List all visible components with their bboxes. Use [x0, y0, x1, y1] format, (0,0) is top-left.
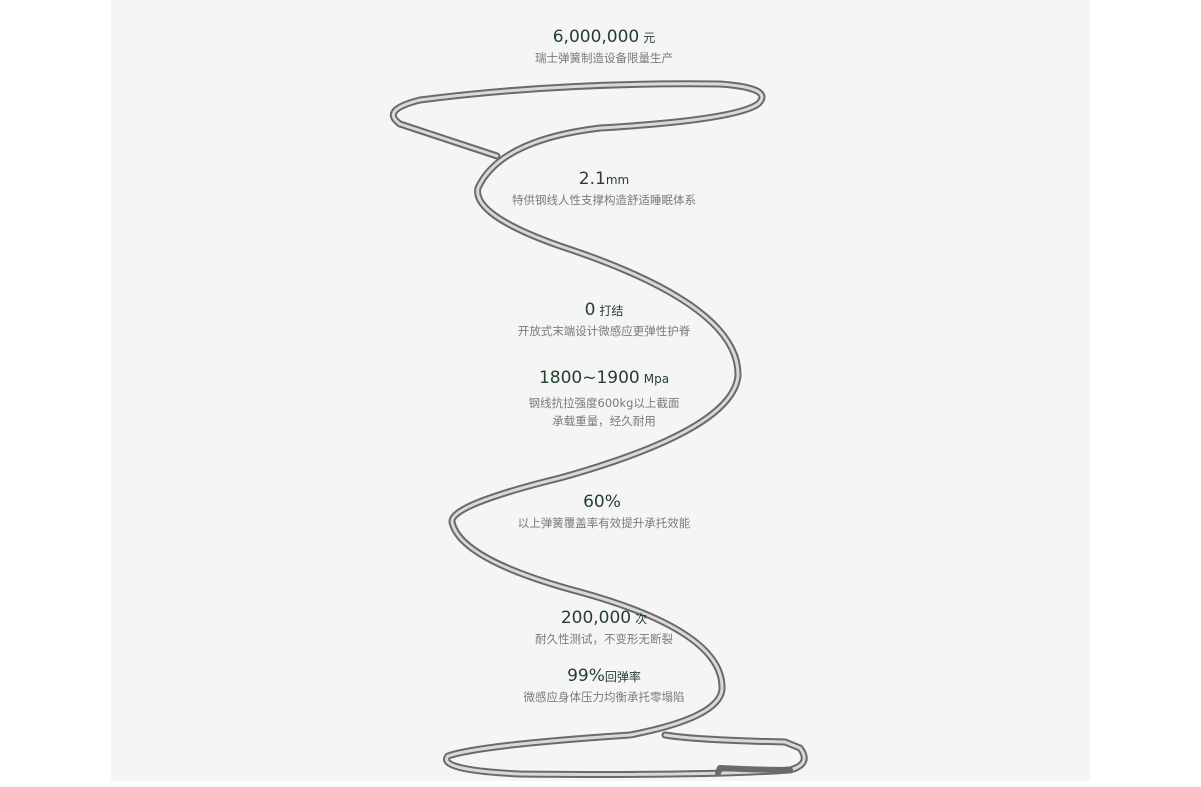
spec-description: 耐久性测试，不变形无断裂: [535, 632, 673, 646]
spec-item-equipment: 6,000,000 元 瑞士弹簧制造设备限量生产: [404, 26, 804, 67]
spec-item-knots: 0 打结 开放式末端设计微感应更弹性护脊: [404, 299, 804, 340]
spec-value: 200,000 次: [560, 608, 648, 628]
spec-value: 60%: [583, 492, 621, 512]
spec-description: 以上弹簧覆盖率有效提升承托效能: [517, 516, 691, 530]
spec-description: 钢线抗拉强度600kg以上截面: [528, 396, 680, 410]
spec-description-line-2: 承载重量，经久耐用: [552, 414, 656, 428]
spec-description: 开放式末端设计微感应更弹性护脊: [517, 324, 691, 338]
spec-value: 2.1mm: [578, 169, 630, 189]
spec-item-rebound: 99%回弹率 微感应身体压力均衡承托零塌陷: [404, 665, 804, 706]
spec-description: 微感应身体压力均衡承托零塌陷: [523, 690, 685, 704]
spec-item-tensile-strength: 1800~1900 Mpa 钢线抗拉强度600kg以上截面 承载重量，经久耐用: [404, 367, 804, 430]
spec-description: 特供钢线人性支撑构造舒适睡眠体系: [512, 193, 696, 207]
spec-value: 0 打结: [584, 300, 624, 320]
spec-item-wire-diameter: 2.1mm 特供钢线人性支撑构造舒适睡眠体系: [404, 168, 804, 209]
spec-item-coverage: 60% 以上弹簧覆盖率有效提升承托效能: [404, 491, 804, 532]
spec-value: 99%回弹率: [567, 666, 641, 686]
spec-value: 1800~1900 Mpa: [538, 368, 670, 388]
spec-value: 6,000,000 元: [552, 27, 656, 47]
spec-item-durability: 200,000 次 耐久性测试，不变形无断裂: [404, 607, 804, 648]
spec-description: 瑞士弹簧制造设备限量生产: [535, 51, 673, 65]
